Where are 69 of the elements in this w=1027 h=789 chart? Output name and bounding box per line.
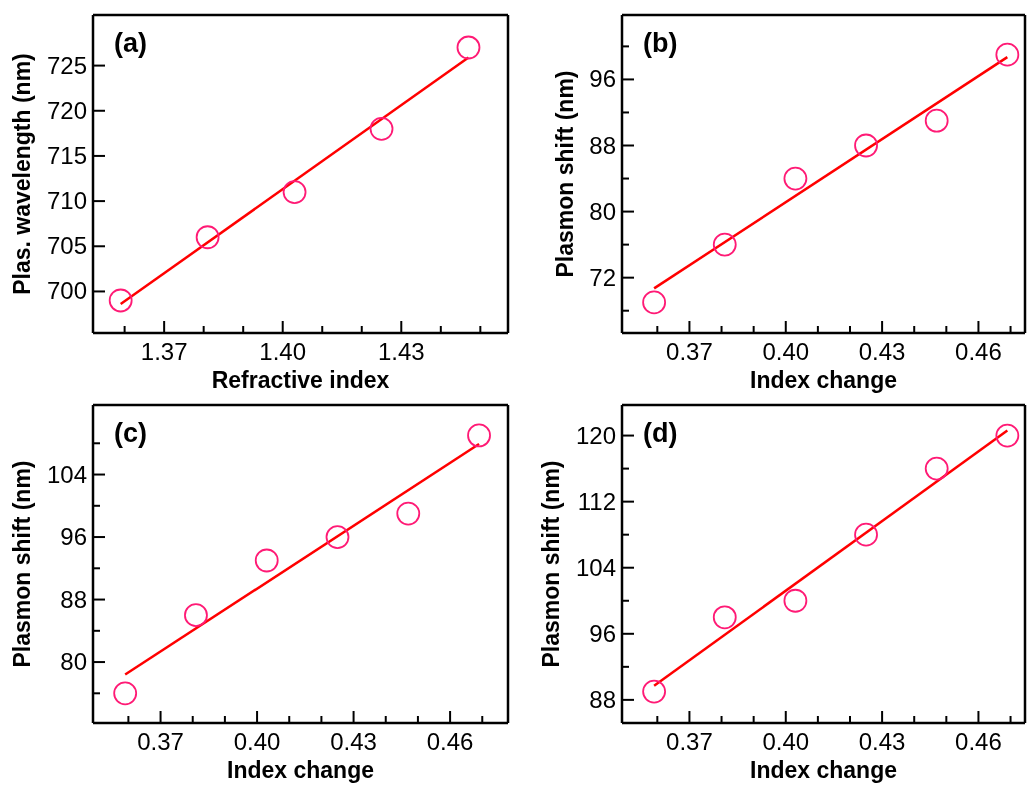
y-tick-label: 72 — [589, 263, 616, 291]
y-tick-label: 700 — [46, 277, 87, 305]
x-axis-title: Index change — [750, 757, 897, 783]
point — [783, 588, 808, 613]
y-tick-label: 720 — [46, 96, 87, 124]
annotation: (c) — [114, 418, 147, 449]
x-axis-title: Index change — [227, 757, 374, 783]
x-tick-label: 0.43 — [858, 728, 906, 755]
y-tick-label: 80 — [589, 197, 616, 225]
point — [456, 35, 481, 60]
point — [712, 605, 737, 630]
x-tick-label: 0.40 — [762, 338, 810, 365]
point — [108, 288, 133, 313]
point — [396, 501, 421, 526]
point — [995, 42, 1020, 67]
point — [282, 180, 307, 204]
x-tick-label: 0.37 — [666, 728, 713, 755]
x-tick-label: 0.46 — [955, 338, 1002, 365]
y-tick-label: 705 — [46, 232, 87, 260]
point — [854, 522, 878, 547]
x-tick-label: 0.40 — [233, 728, 281, 755]
y-axis-title: Plasmon shift (nm) — [552, 70, 578, 278]
y-tick-label: 96 — [589, 65, 616, 93]
x-tick-label: 1.37 — [140, 338, 188, 365]
y-tick-label: 88 — [60, 585, 87, 613]
y-tick-label: 80 — [60, 648, 87, 676]
y-tick-label: 710 — [46, 187, 87, 215]
x-axis-title: Index change — [750, 367, 897, 393]
point — [995, 423, 1020, 448]
x-tick-label: 0.40 — [762, 728, 810, 755]
point — [467, 423, 491, 448]
y-tick-label: 88 — [589, 685, 616, 713]
y-axis-title: Plas. wavelength (nm) — [9, 53, 35, 295]
point — [325, 525, 350, 549]
point — [712, 232, 737, 257]
point — [113, 681, 138, 706]
annotation: (a) — [114, 28, 147, 59]
point — [254, 548, 279, 573]
point — [369, 116, 394, 141]
y-tick-label: 96 — [589, 619, 616, 647]
point — [854, 133, 878, 158]
y-tick-label: 104 — [46, 460, 87, 488]
annotation: (d) — [643, 418, 678, 449]
point — [642, 290, 667, 315]
y-tick-label: 104 — [575, 553, 616, 581]
point — [924, 456, 949, 481]
y-tick-label: 715 — [46, 141, 87, 169]
x-axis-title: Refractive index — [211, 367, 390, 393]
annotation: (b) — [643, 28, 678, 59]
x-tick-label: 0.37 — [137, 728, 184, 755]
y-tick-label: 88 — [589, 131, 616, 159]
point — [924, 108, 949, 133]
x-tick-label: 0.37 — [666, 338, 713, 365]
point — [642, 679, 667, 704]
y-tick-label: 96 — [60, 523, 87, 551]
y-tick-label: 725 — [46, 51, 87, 79]
x-tick-label: 1.40 — [259, 338, 307, 365]
x-tick-label: 0.43 — [858, 338, 906, 365]
x-tick-label: 0.46 — [426, 728, 474, 755]
y-tick-label: 112 — [577, 487, 616, 515]
point — [783, 166, 808, 191]
point — [195, 225, 220, 250]
y-axis-title: Plasmon shift (nm) — [538, 460, 564, 668]
x-tick-label: 1.43 — [377, 338, 425, 365]
x-tick-label: 0.43 — [330, 728, 377, 755]
y-axis-title: Plasmon shift (nm) — [9, 460, 35, 668]
y-tick-label: 120 — [575, 421, 616, 449]
x-tick-label: 0.46 — [955, 728, 1002, 755]
point — [184, 603, 208, 628]
